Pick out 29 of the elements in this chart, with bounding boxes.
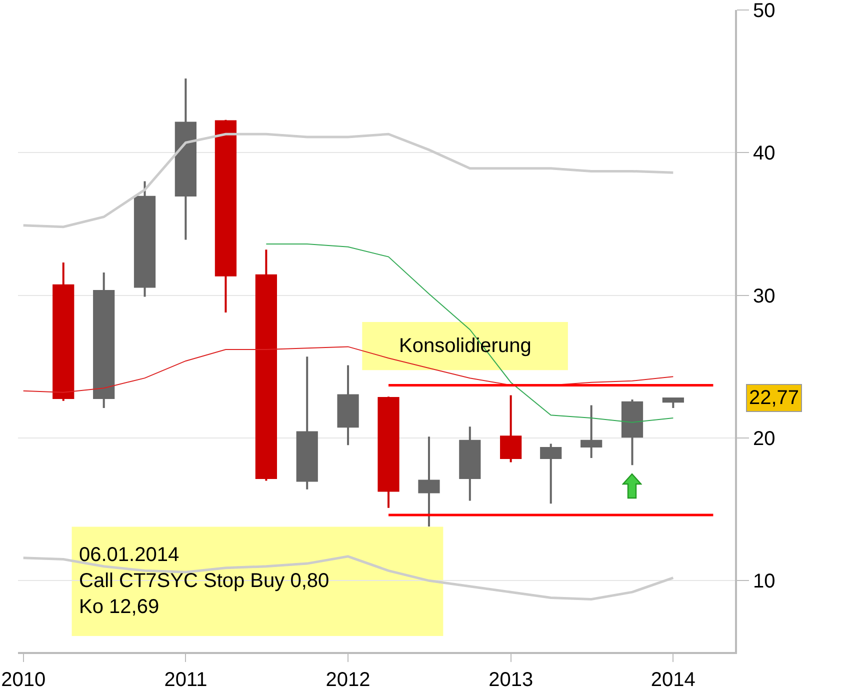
candlestick <box>378 396 400 509</box>
candlestick <box>580 404 602 459</box>
line-series <box>266 243 674 423</box>
candlestick <box>52 262 74 402</box>
text: 22,77 <box>749 387 800 409</box>
y-tick-label: 50 <box>753 0 776 22</box>
x-tick-label: 2013 <box>488 669 534 689</box>
line-series <box>22 132 674 228</box>
y-tick-label: 30 <box>753 285 776 308</box>
candlestick <box>540 442 562 505</box>
candlestick <box>500 394 522 464</box>
x-tick-label: 2010 <box>1 669 46 689</box>
annotation: 06.01.2014 Call CT7SYC Stop Buy 0,80 Ko 12,69 <box>79 544 330 618</box>
x-tick-label: 2014 <box>650 669 696 689</box>
candlestick <box>418 436 440 528</box>
candlestick <box>214 118 237 314</box>
candlestick <box>621 398 644 466</box>
y-tick-label: 10 <box>753 570 776 593</box>
candlestick <box>296 356 318 490</box>
candlestick <box>255 248 277 482</box>
candlestick <box>93 272 115 410</box>
y-tick-label: 20 <box>753 428 776 450</box>
x-tick-label: 2011 <box>164 669 208 689</box>
candlestick <box>459 426 481 502</box>
candlestick <box>337 364 359 446</box>
x-tick-label: 2012 <box>326 669 370 689</box>
candlestick <box>134 180 156 298</box>
y-tick-label: 40 <box>753 142 776 165</box>
candlestick <box>174 77 196 241</box>
